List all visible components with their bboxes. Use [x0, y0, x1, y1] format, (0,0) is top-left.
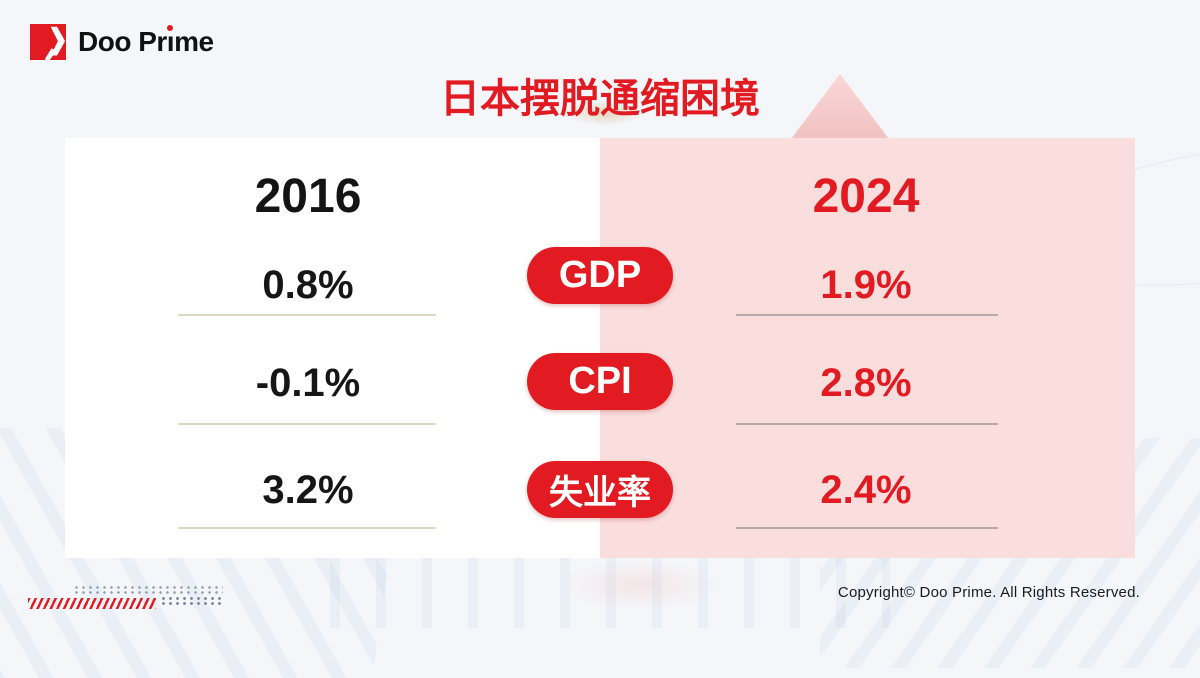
- value-2024-unemployment: 2.4%: [820, 468, 912, 512]
- metric-pill-cpi: CPI: [527, 353, 673, 410]
- doo-prime-logo-text: Doo Prıme: [78, 26, 214, 57]
- background-pink-glow: [560, 560, 720, 610]
- metric-pill-unemployment: 失业率: [527, 461, 673, 518]
- footer-dot-pattern-2-icon: [160, 596, 222, 605]
- divider-2016-gdp: [178, 314, 436, 316]
- footer-dot-pattern-icon: [73, 585, 223, 594]
- metric-label-cpi: CPI: [568, 360, 632, 402]
- metric-pill-gdp: GDP: [527, 247, 673, 304]
- value-2024-cpi: 2.8%: [820, 361, 912, 405]
- divider-2024-cpi: [736, 423, 998, 425]
- value-2016-gdp: 0.8%: [262, 263, 354, 307]
- doo-prime-logo-icon: [30, 24, 66, 60]
- metric-label-gdp: GDP: [558, 254, 642, 296]
- divider-2016-unemployment: [178, 527, 436, 529]
- footer-red-hatch-bar-icon: [28, 598, 156, 609]
- year-header-2016: 2016: [254, 170, 362, 223]
- doo-prime-logo: Doo Prıme: [30, 24, 214, 60]
- logo-red-dot-i: ı: [166, 26, 175, 57]
- value-2024-gdp: 1.9%: [820, 263, 912, 307]
- divider-2024-unemployment: [736, 527, 998, 529]
- divider-2024-gdp: [736, 314, 998, 316]
- value-2016-cpi: -0.1%: [255, 361, 361, 405]
- page-title: 日本摆脱通缩困境: [440, 77, 760, 121]
- panel-2024: [600, 138, 1135, 558]
- year-header-2024: 2024: [812, 170, 920, 223]
- background-candlestick-pattern: [330, 558, 890, 628]
- value-2016-unemployment: 3.2%: [262, 468, 354, 512]
- metric-label-unemployment: 失业率: [549, 474, 651, 512]
- divider-2016-cpi: [178, 423, 436, 425]
- copyright-text: Copyright© Doo Prime. All Rights Reserve…: [837, 584, 1140, 601]
- background-coin-glow: [566, 100, 644, 126]
- panel-2016: [65, 138, 600, 558]
